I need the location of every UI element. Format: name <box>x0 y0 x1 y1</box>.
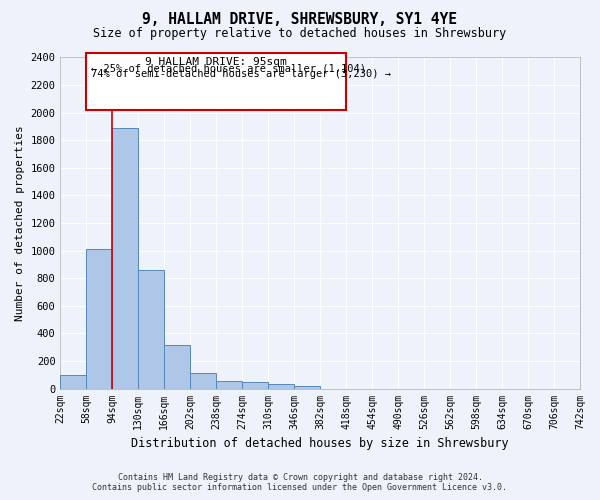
Text: 9, HALLAM DRIVE, SHREWSBURY, SY1 4YE: 9, HALLAM DRIVE, SHREWSBURY, SY1 4YE <box>143 12 458 28</box>
Y-axis label: Number of detached properties: Number of detached properties <box>15 125 25 321</box>
Text: 74% of semi-detached houses are larger (3,230) →: 74% of semi-detached houses are larger (… <box>91 69 391 79</box>
Bar <box>294 386 320 388</box>
Bar <box>268 384 294 388</box>
X-axis label: Distribution of detached houses by size in Shrewsbury: Distribution of detached houses by size … <box>131 437 509 450</box>
Text: 9 HALLAM DRIVE: 95sqm: 9 HALLAM DRIVE: 95sqm <box>145 58 287 68</box>
Bar <box>242 382 268 388</box>
Text: Size of property relative to detached houses in Shrewsbury: Size of property relative to detached ho… <box>94 28 506 40</box>
Bar <box>164 345 190 389</box>
Bar <box>216 381 242 388</box>
Bar <box>61 376 86 388</box>
Bar <box>86 249 112 388</box>
Bar <box>190 372 216 388</box>
Bar <box>112 128 139 388</box>
Text: Contains HM Land Registry data © Crown copyright and database right 2024.
Contai: Contains HM Land Registry data © Crown c… <box>92 473 508 492</box>
Bar <box>139 270 164 388</box>
Text: ← 25% of detached houses are smaller (1,104): ← 25% of detached houses are smaller (1,… <box>91 64 366 74</box>
FancyBboxPatch shape <box>86 53 346 110</box>
